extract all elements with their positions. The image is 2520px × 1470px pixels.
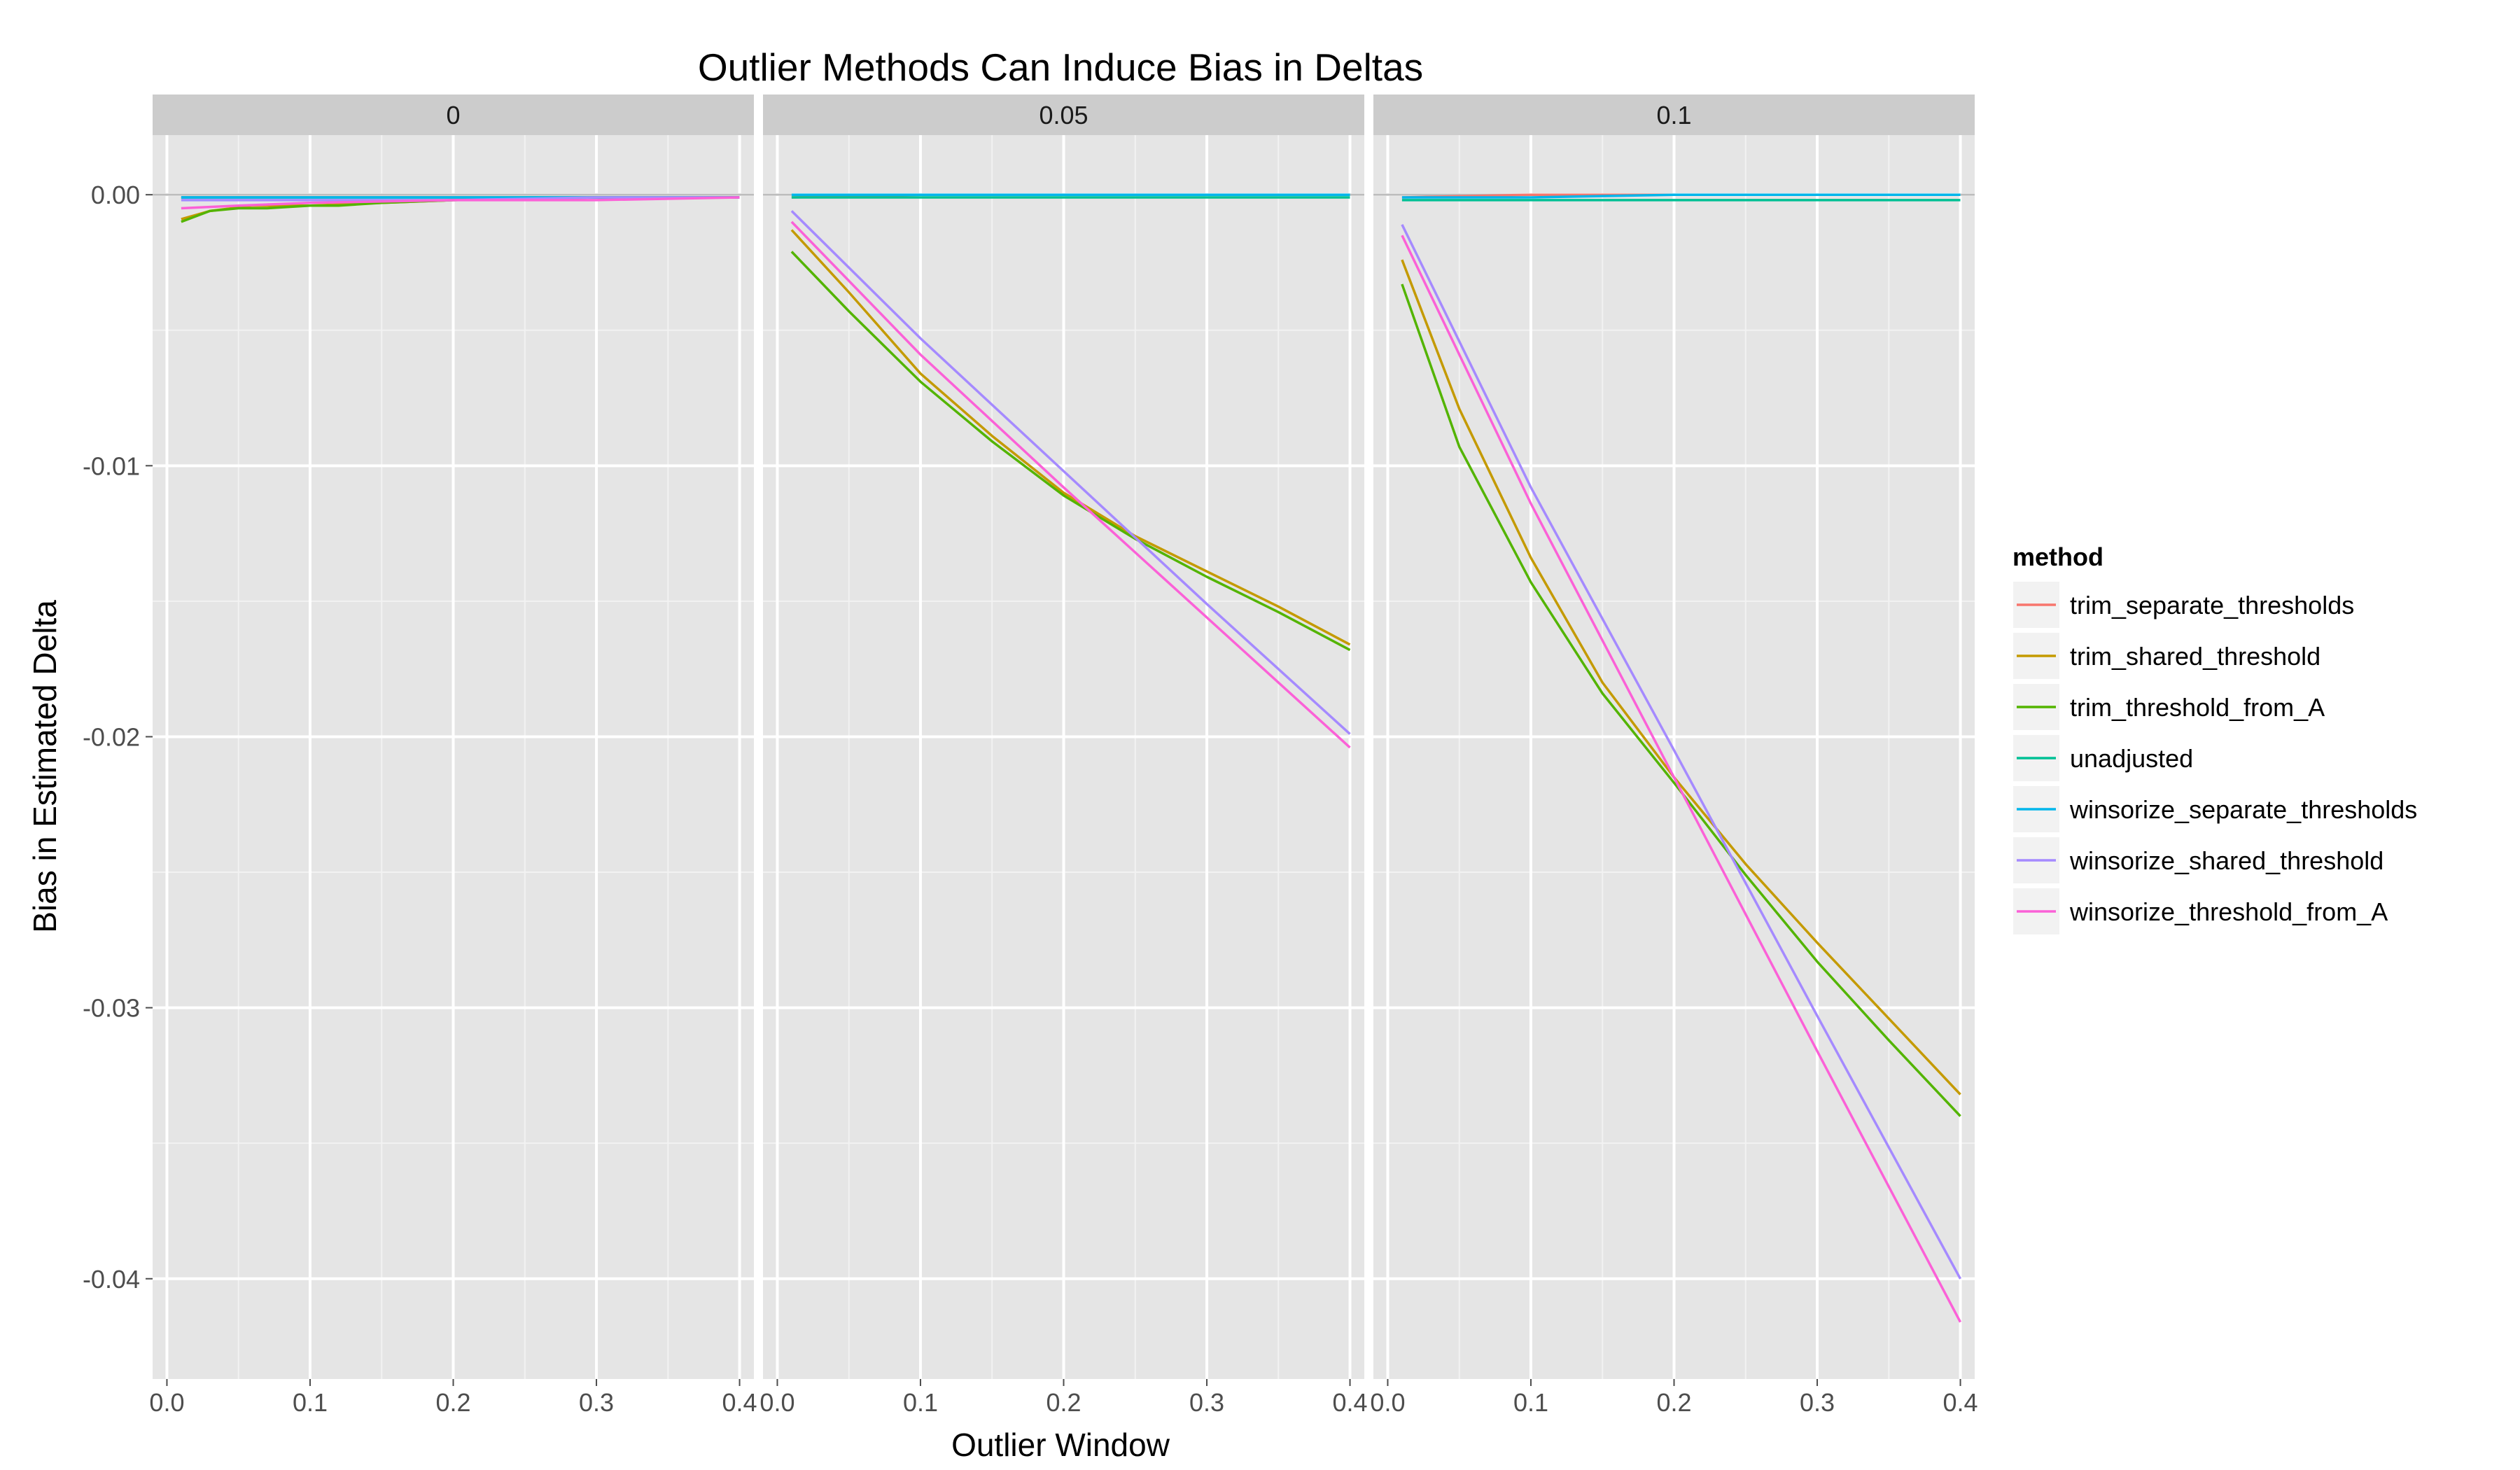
x-axes: 0.0 0.1 0.2 0.3 0.4 0.0 0.1 0.2 0.3 0.4 0.0 0.1 0.2 0… (149, 1379, 1978, 1417)
x-axis-title: Outlier Window (951, 1427, 1170, 1463)
legend-label: trim_threshold_from_A (2070, 693, 2325, 722)
x-tick-label: 0.1 (1513, 1388, 1548, 1417)
facet-panel-1: 0.05 (763, 94, 1364, 1379)
legend-title: method (2012, 542, 2104, 571)
series-line-winsorize-threshold-from-A (790, 220, 1351, 749)
x-tick-label: 0.0 (760, 1388, 794, 1417)
legend-label: winsorize_shared_threshold (2069, 846, 2384, 875)
legend-label: unadjusted (2070, 744, 2193, 773)
x-tick-label: 0.3 (1800, 1388, 1835, 1417)
facet-panel-2: 0.1 (1373, 94, 1975, 1379)
x-tick-label: 0.0 (149, 1388, 184, 1417)
facet-panel-0: 0 (153, 94, 754, 1379)
series-line-winsorize-shared-threshold (1401, 224, 1962, 1280)
y-tick-label: -0.04 (83, 1265, 140, 1294)
chart-title: Outlier Methods Can Induce Bias in Delta… (698, 46, 1423, 89)
x-tick-label: 0.3 (579, 1388, 614, 1417)
legend-item: winsorize_separate_thresholds (2012, 785, 2417, 834)
y-tick-label: -0.02 (83, 722, 140, 751)
series-line-winsorize-threshold-from-A (1401, 234, 1962, 1323)
legend-item: trim_separate_thresholds (2012, 580, 2354, 629)
facet-panels: 0 0.05 0.1 (153, 94, 1975, 1379)
facet-strip-label: 0.05 (1039, 101, 1088, 130)
x-tick-label: 0.2 (1656, 1388, 1691, 1417)
x-tick-label: 0.0 (1370, 1388, 1405, 1417)
legend-item: unadjusted (2012, 734, 2193, 783)
x-tick-label: 0.4 (722, 1388, 757, 1417)
series-line-trim-threshold-from-A (790, 251, 1351, 652)
x-tick-label: 0.1 (903, 1388, 938, 1417)
series-line-trim-threshold-from-A (1401, 284, 1961, 1117)
y-tick-label: 0.00 (91, 181, 140, 209)
facet-strip-label: 0 (446, 101, 460, 130)
y-axis: 0.00 -0.01 -0.02 -0.03 -0.04 (83, 181, 153, 1294)
series-line-winsorize-threshold-from-A (181, 196, 740, 210)
series-line-winsorize-separate-thresholds (1401, 193, 1961, 199)
facet-strip (1373, 94, 1975, 135)
legend-label: winsorize_threshold_from_A (2069, 897, 2388, 926)
y-axis-title: Bias in Estimated Delta (27, 600, 63, 933)
x-tick-label: 0.3 (1189, 1388, 1224, 1417)
x-tick-label: 0.4 (1333, 1388, 1368, 1417)
y-tick-label: -0.03 (83, 994, 140, 1023)
facet-strip (763, 94, 1364, 135)
legend-label: trim_shared_threshold (2070, 642, 2320, 671)
facet-strip-label: 0.1 (1656, 101, 1691, 130)
y-tick-label: -0.01 (83, 451, 140, 480)
legend: method trim_separate_thresholds trim_share… (2012, 542, 2417, 936)
legend-label: winsorize_separate_thresholds (2069, 795, 2417, 824)
series-line-winsorize-shared-threshold (790, 210, 1351, 735)
facet-strip (153, 94, 754, 135)
legend-item: winsorize_threshold_from_A (2012, 887, 2388, 936)
x-tick-label: 0.4 (1943, 1388, 1978, 1417)
x-tick-label: 0.1 (293, 1388, 328, 1417)
legend-item: winsorize_shared_threshold (2012, 836, 2384, 885)
x-tick-label: 0.2 (1046, 1388, 1081, 1417)
legend-item: trim_threshold_from_A (2012, 682, 2325, 732)
series-line-trim-shared-threshold (790, 229, 1351, 646)
x-tick-label: 0.2 (435, 1388, 470, 1417)
legend-item: trim_shared_threshold (2012, 631, 2320, 680)
legend-label: trim_separate_thresholds (2070, 591, 2354, 620)
